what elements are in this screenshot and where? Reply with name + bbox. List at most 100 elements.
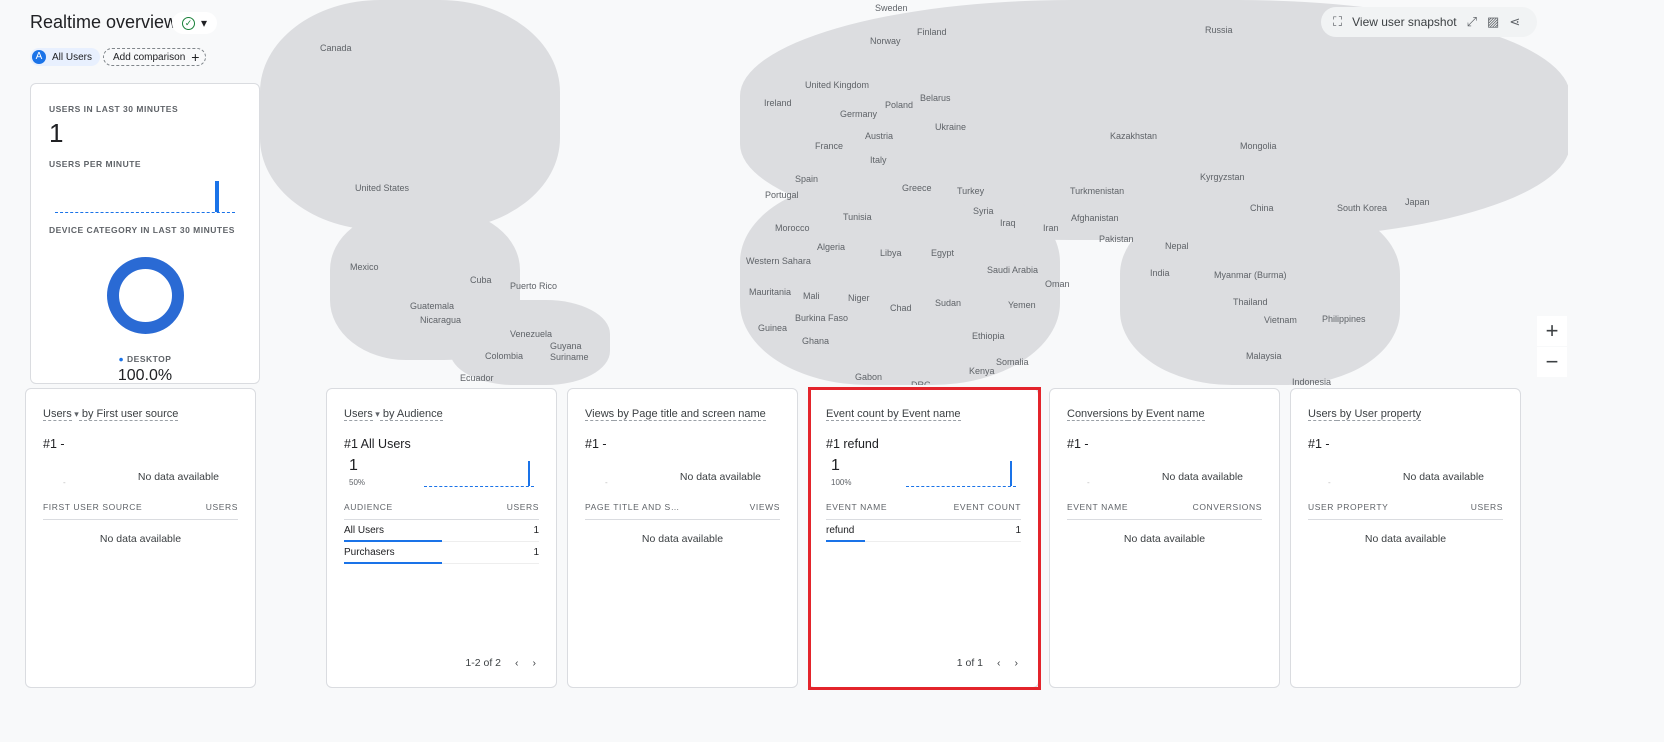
map-label: Venezuela bbox=[510, 329, 553, 339]
sparkline bbox=[424, 461, 534, 487]
share-icon[interactable]: ⋖ bbox=[1509, 14, 1521, 29]
toolbar: ⛶ View user snapshot ⤢ ▨ ⋖ bbox=[1321, 7, 1537, 37]
column-header[interactable]: USERS bbox=[506, 502, 539, 512]
empty-marker: - bbox=[63, 478, 66, 487]
chevron-left-icon[interactable]: ‹ bbox=[997, 657, 1001, 669]
map-label: Thailand bbox=[1233, 297, 1268, 307]
column-header[interactable]: USERS bbox=[205, 502, 238, 512]
map-label: Japan bbox=[1405, 197, 1430, 207]
map-label: South Korea bbox=[1337, 203, 1388, 213]
card-title[interactable]: Users by User property bbox=[1308, 408, 1422, 421]
view-user-snapshot-button[interactable]: View user snapshot bbox=[1352, 15, 1457, 29]
top-rank: #1 - bbox=[43, 437, 65, 451]
map-label: Somalia bbox=[996, 357, 1029, 367]
map-label: Myanmar (Burma) bbox=[1214, 270, 1287, 280]
map-label: Morocco bbox=[775, 223, 810, 233]
column-header[interactable]: VIEWS bbox=[749, 502, 780, 512]
map-label: Western Sahara bbox=[746, 256, 811, 266]
device-donut bbox=[106, 257, 184, 334]
map-label: Afghanistan bbox=[1071, 213, 1119, 223]
map-label: Puerto Rico bbox=[510, 281, 558, 291]
column-header[interactable]: CONVERSIONS bbox=[1192, 502, 1262, 512]
status-dropdown[interactable]: ✓ ▾ bbox=[172, 12, 217, 34]
map-label: Mauritania bbox=[749, 287, 792, 297]
fullscreen-icon[interactable]: ⤢ bbox=[1466, 14, 1478, 29]
chevron-right-icon[interactable]: › bbox=[532, 657, 537, 669]
table-row[interactable]: All Users 1 bbox=[344, 520, 539, 542]
column-header[interactable]: USER PROPERTY bbox=[1308, 502, 1389, 512]
column-header[interactable]: EVENT COUNT bbox=[953, 502, 1021, 512]
map-label: Guyana bbox=[550, 341, 582, 351]
check-circle-icon: ✓ bbox=[181, 16, 195, 30]
device-label: DEVICE CATEGORY IN LAST 30 MINUTES bbox=[49, 225, 235, 235]
avatar: A bbox=[32, 50, 46, 64]
map-label: Oman bbox=[1045, 279, 1070, 289]
zoom-out-button[interactable]: − bbox=[1537, 347, 1567, 377]
map-label: Canada bbox=[320, 43, 352, 53]
map-label: Sudan bbox=[935, 298, 962, 308]
table-header: PAGE TITLE AND S… VIEWS bbox=[585, 502, 780, 520]
card-title[interactable]: Users ▾ by First user source bbox=[43, 408, 179, 421]
table-row[interactable]: refund 1 bbox=[826, 520, 1021, 542]
world-map[interactable]: Canada United States Mexico Cuba Puerto Rico… bbox=[0, 0, 1568, 385]
column-header[interactable]: EVENT NAME bbox=[826, 502, 888, 512]
map-label: Guinea bbox=[758, 323, 788, 333]
map-label: Ireland bbox=[764, 98, 792, 108]
map-label: Tunisia bbox=[843, 212, 872, 222]
map-label: DRC bbox=[911, 380, 931, 385]
map-label: Turkmenistan bbox=[1070, 186, 1125, 196]
map-label: Philippines bbox=[1322, 314, 1366, 324]
caret-down-icon: ▾ bbox=[200, 16, 208, 30]
map-label: United Kingdom bbox=[805, 80, 870, 90]
row-share-bar bbox=[826, 540, 865, 542]
column-header[interactable]: FIRST USER SOURCE bbox=[43, 502, 143, 512]
card-title[interactable]: Users ▾ by Audience bbox=[344, 408, 443, 421]
table-header: EVENT NAME EVENT COUNT bbox=[826, 502, 1021, 520]
map-label: Malaysia bbox=[1246, 351, 1282, 361]
empty-marker: - bbox=[1328, 478, 1331, 487]
map-label: Colombia bbox=[485, 351, 524, 361]
page-title: Realtime overview bbox=[30, 12, 178, 32]
pagination: 1 of 1 ‹ › bbox=[957, 657, 1018, 669]
map-label: Libya bbox=[880, 248, 902, 258]
card-title[interactable]: Views by Page title and screen name bbox=[585, 408, 766, 421]
map-label: Italy bbox=[870, 155, 887, 165]
no-data-text: No data available bbox=[679, 471, 761, 483]
pagination-label: 1 of 1 bbox=[956, 657, 983, 669]
row-value: 1 bbox=[533, 525, 539, 536]
table-row[interactable]: Purchasers 1 bbox=[344, 542, 539, 564]
add-comparison-button[interactable]: Add comparison + bbox=[103, 48, 207, 66]
top-percent: 50% bbox=[349, 478, 366, 487]
chip-label: All Users bbox=[52, 51, 93, 63]
chevron-right-icon[interactable]: › bbox=[1014, 657, 1019, 669]
no-data-text: No data available bbox=[1161, 471, 1243, 483]
column-header[interactable]: PAGE TITLE AND S… bbox=[585, 502, 680, 512]
map-label: Nepal bbox=[1165, 241, 1189, 251]
map-label: Saudi Arabia bbox=[987, 265, 1039, 275]
row-name: refund bbox=[826, 525, 855, 536]
top-rank: #1 - bbox=[1067, 437, 1089, 451]
no-data-text: No data available bbox=[137, 471, 219, 483]
map-label: India bbox=[1150, 268, 1170, 278]
column-header[interactable]: AUDIENCE bbox=[344, 502, 393, 512]
map-label: Austria bbox=[865, 131, 894, 141]
top-percent: 100% bbox=[831, 478, 852, 487]
chevron-left-icon[interactable]: ‹ bbox=[515, 657, 519, 669]
column-header[interactable]: EVENT NAME bbox=[1067, 502, 1129, 512]
map-label: France bbox=[815, 141, 844, 151]
top-value: 1 bbox=[831, 457, 840, 474]
caret-down-icon[interactable]: ▾ bbox=[372, 409, 380, 419]
map-label: Mali bbox=[803, 291, 820, 301]
column-header[interactable]: USERS bbox=[1470, 502, 1503, 512]
card-title[interactable]: Event count by Event name bbox=[826, 408, 961, 421]
zoom-in-button[interactable]: + bbox=[1537, 316, 1567, 346]
customize-report-icon[interactable]: ▨ bbox=[1487, 14, 1500, 29]
caret-down-icon[interactable]: ▾ bbox=[71, 409, 79, 419]
map-label: Kazakhstan bbox=[1110, 131, 1158, 141]
comparison-chip-all-users[interactable]: A All Users bbox=[30, 48, 101, 66]
map-label: Ukraine bbox=[935, 122, 967, 132]
map-label: Nicaragua bbox=[420, 315, 462, 325]
card-title[interactable]: Conversions by Event name bbox=[1067, 408, 1205, 421]
map-label: Iran bbox=[1043, 223, 1059, 233]
row-value: 1 bbox=[1015, 525, 1021, 536]
